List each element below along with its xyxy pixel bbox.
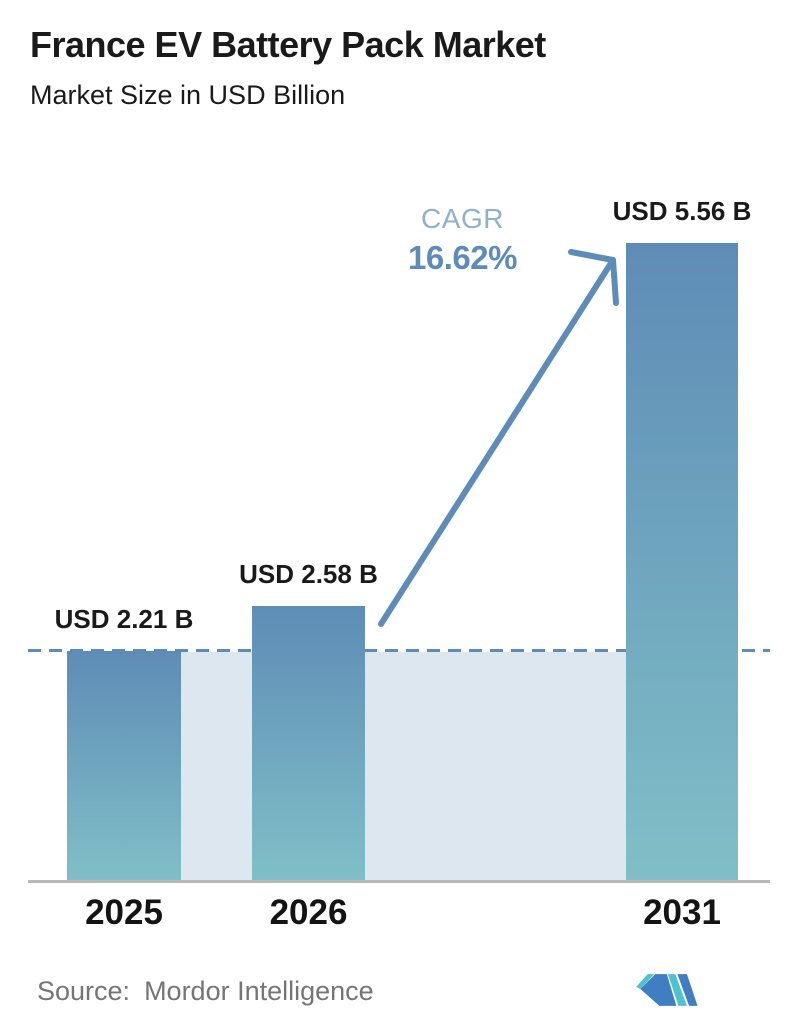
x-tick-2026: 2026 xyxy=(269,893,348,932)
bar-value-label: USD 2.58 B xyxy=(239,559,378,589)
cagr-value: 16.62% xyxy=(408,239,517,276)
x-tick-2025: 2025 xyxy=(85,893,163,932)
source-attribution: Source: Mordor Intelligence xyxy=(37,976,374,1007)
reference-dashed-line xyxy=(28,649,770,652)
bar-2026: USD 2.58 B xyxy=(239,559,378,881)
logo-blue-main-stroke xyxy=(640,974,677,1006)
logo-teal-stroke xyxy=(667,974,687,1006)
bar-value-label: USD 2.21 B xyxy=(54,604,194,634)
logo-blue-right-stroke xyxy=(677,974,698,1006)
cagr-label: CAGR xyxy=(421,203,504,234)
source-name: Mordor Intelligence xyxy=(144,976,374,1006)
source-label: Source: xyxy=(37,976,131,1006)
x-axis-line xyxy=(28,880,770,883)
bar-2031: USD 5.56 B xyxy=(613,196,751,881)
chart-subtitle: Market Size in USD Billion xyxy=(30,80,346,110)
cagr-annotation: CAGR 16.62% xyxy=(390,203,535,277)
chart-title: France EV Battery Pack Market xyxy=(30,24,546,65)
bar-value-label: USD 5.56 B xyxy=(612,196,752,226)
bar-2025: USD 2.21 B xyxy=(55,604,193,881)
x-tick-2031: 2031 xyxy=(643,893,721,932)
mordor-intelligence-logo xyxy=(636,974,698,1006)
logo-teal-corner xyxy=(636,974,655,989)
